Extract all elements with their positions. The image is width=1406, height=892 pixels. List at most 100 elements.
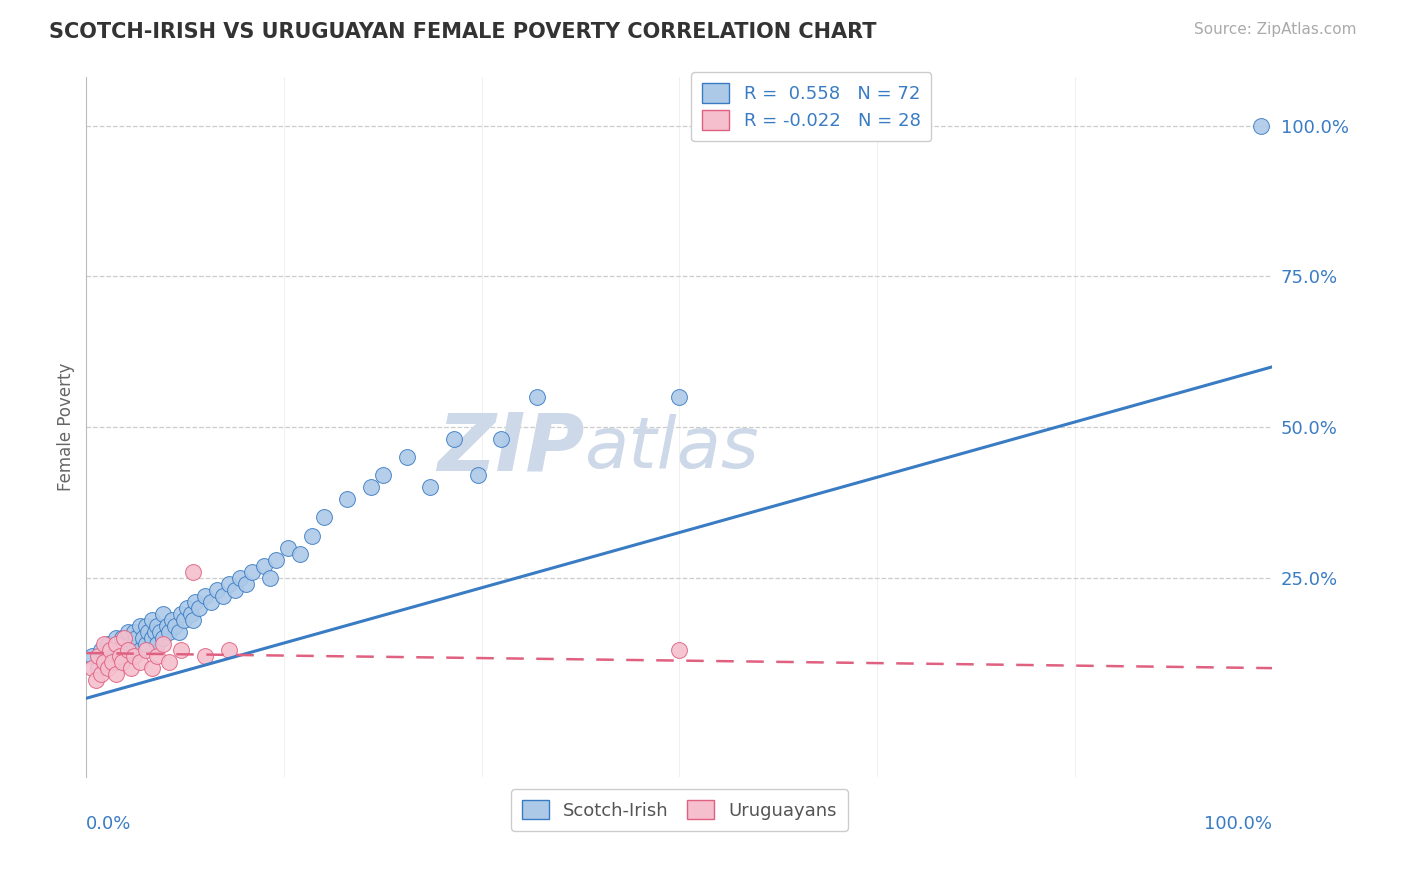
Point bbox=[87, 649, 110, 664]
Point bbox=[467, 468, 489, 483]
Point bbox=[128, 643, 150, 657]
Point bbox=[371, 468, 394, 483]
Point bbox=[97, 661, 120, 675]
Point bbox=[112, 637, 135, 651]
Point bbox=[160, 613, 183, 627]
Point bbox=[1250, 119, 1272, 133]
Point bbox=[122, 637, 145, 651]
Text: 0.0%: 0.0% bbox=[86, 815, 132, 833]
Point bbox=[360, 480, 382, 494]
Y-axis label: Female Poverty: Female Poverty bbox=[58, 363, 75, 491]
Point bbox=[157, 624, 180, 639]
Point bbox=[264, 552, 287, 566]
Point bbox=[143, 624, 166, 639]
Point bbox=[165, 619, 187, 633]
Point bbox=[101, 643, 124, 657]
Point bbox=[170, 607, 193, 621]
Point bbox=[89, 667, 111, 681]
Point bbox=[277, 541, 299, 555]
Point bbox=[104, 631, 127, 645]
Point bbox=[146, 649, 169, 664]
Point bbox=[122, 624, 145, 639]
Point bbox=[167, 624, 190, 639]
Text: ZIP: ZIP bbox=[437, 409, 585, 487]
Point bbox=[120, 643, 142, 657]
Point bbox=[240, 565, 263, 579]
Point bbox=[253, 558, 276, 573]
Point bbox=[288, 547, 311, 561]
Point bbox=[82, 661, 104, 675]
Point bbox=[87, 661, 110, 675]
Point bbox=[491, 432, 513, 446]
Point bbox=[128, 619, 150, 633]
Point bbox=[312, 510, 335, 524]
Point bbox=[146, 619, 169, 633]
Point bbox=[184, 595, 207, 609]
Point bbox=[93, 655, 115, 669]
Point bbox=[111, 643, 134, 657]
Point bbox=[157, 655, 180, 669]
Point bbox=[188, 600, 211, 615]
Point bbox=[173, 613, 195, 627]
Point bbox=[149, 624, 172, 639]
Point bbox=[301, 528, 323, 542]
Point bbox=[152, 637, 174, 651]
Text: 100.0%: 100.0% bbox=[1205, 815, 1272, 833]
Text: atlas: atlas bbox=[585, 414, 759, 483]
Point bbox=[668, 390, 690, 404]
Point bbox=[104, 667, 127, 681]
Point bbox=[135, 619, 157, 633]
Point bbox=[152, 607, 174, 621]
Point bbox=[93, 637, 115, 651]
Point bbox=[93, 655, 115, 669]
Legend: Scotch-Irish, Uruguayans: Scotch-Irish, Uruguayans bbox=[510, 789, 848, 830]
Point bbox=[146, 637, 169, 651]
Point bbox=[259, 571, 281, 585]
Point bbox=[111, 655, 134, 669]
Point bbox=[156, 619, 179, 633]
Point bbox=[526, 390, 548, 404]
Point bbox=[136, 624, 159, 639]
Point bbox=[200, 595, 222, 609]
Point bbox=[104, 655, 127, 669]
Point bbox=[181, 613, 204, 627]
Point bbox=[180, 607, 202, 621]
Point bbox=[128, 655, 150, 669]
Point bbox=[125, 631, 148, 645]
Point bbox=[194, 649, 217, 664]
Point bbox=[117, 643, 139, 657]
Point bbox=[443, 432, 465, 446]
Point bbox=[101, 655, 124, 669]
Point bbox=[211, 589, 233, 603]
Point bbox=[111, 631, 134, 645]
Point bbox=[84, 673, 107, 688]
Point bbox=[181, 565, 204, 579]
Point bbox=[97, 637, 120, 651]
Point bbox=[205, 582, 228, 597]
Point bbox=[235, 576, 257, 591]
Point bbox=[112, 631, 135, 645]
Point bbox=[132, 631, 155, 645]
Point bbox=[224, 582, 246, 597]
Point bbox=[141, 661, 163, 675]
Point bbox=[120, 661, 142, 675]
Point bbox=[141, 631, 163, 645]
Point bbox=[668, 643, 690, 657]
Point bbox=[218, 643, 240, 657]
Point bbox=[141, 613, 163, 627]
Text: Source: ZipAtlas.com: Source: ZipAtlas.com bbox=[1194, 22, 1357, 37]
Point bbox=[194, 589, 217, 603]
Point bbox=[122, 649, 145, 664]
Point bbox=[98, 643, 121, 657]
Point bbox=[82, 649, 104, 664]
Point bbox=[107, 649, 129, 664]
Point bbox=[89, 643, 111, 657]
Point bbox=[419, 480, 441, 494]
Point bbox=[108, 649, 131, 664]
Point bbox=[170, 643, 193, 657]
Point bbox=[218, 576, 240, 591]
Point bbox=[176, 600, 198, 615]
Point bbox=[336, 492, 359, 507]
Text: SCOTCH-IRISH VS URUGUAYAN FEMALE POVERTY CORRELATION CHART: SCOTCH-IRISH VS URUGUAYAN FEMALE POVERTY… bbox=[49, 22, 877, 42]
Point bbox=[117, 624, 139, 639]
